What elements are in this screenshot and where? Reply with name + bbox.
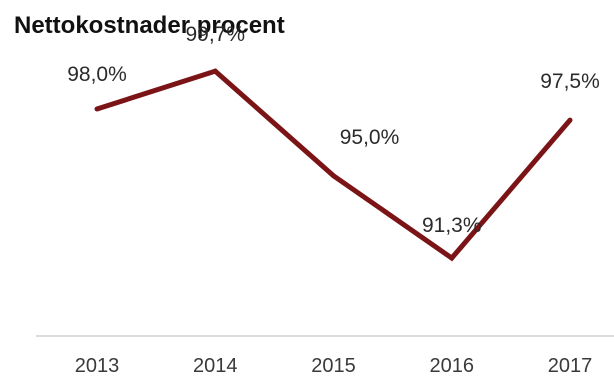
data-point-2017 [567,117,573,123]
chart-title: Nettokostnader procent [14,12,285,39]
data-point-2016 [449,255,455,261]
data-label-2015: 95,0% [340,126,400,149]
x-tick-2014: 2014 [193,355,238,376]
data-label-2013: 98,0% [67,63,127,86]
data-label-2017: 97,5% [540,70,600,93]
x-tick-2016: 2016 [430,355,475,376]
data-labels: 98,0% 99,7% 95,0% 91,3% 97,5% [67,23,600,237]
series-line [96,68,572,262]
data-point-2013 [94,106,100,112]
x-tick-2017: 2017 [548,355,593,376]
data-label-2016: 91,3% [422,214,482,237]
x-tick-2013: 2013 [75,355,120,376]
x-tick-labels: 2013 2014 2015 2016 2017 [75,355,593,376]
data-label-2014: 99,7% [185,23,245,46]
data-point-2015 [331,173,336,179]
data-point-2014 [212,68,218,74]
data-points [94,68,573,261]
x-tick-2015: 2015 [311,355,356,376]
